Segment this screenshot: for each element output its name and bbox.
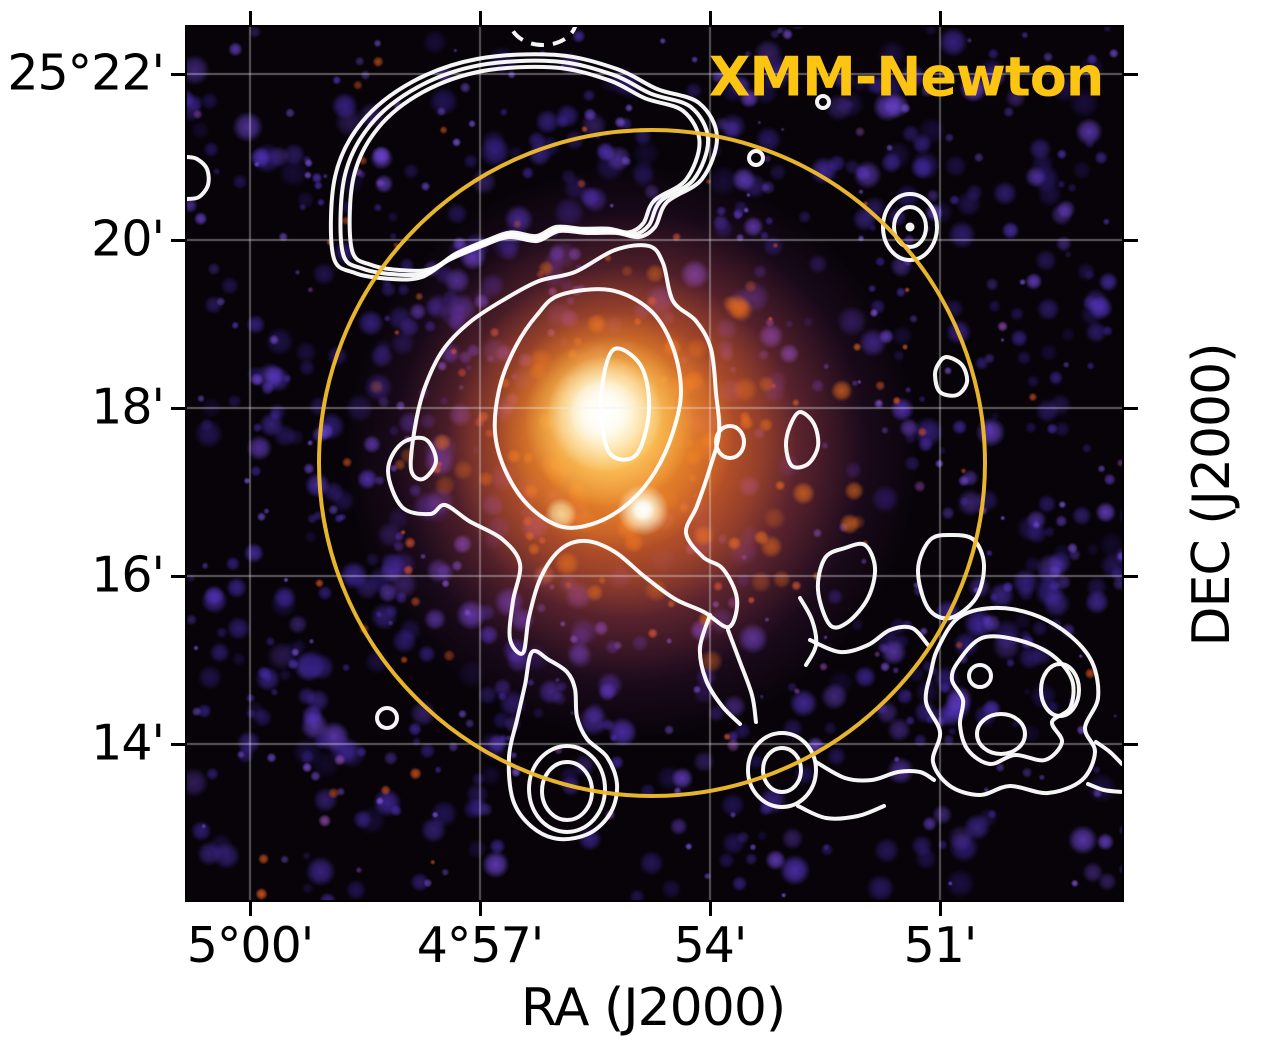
x-tick-label: 4°57' bbox=[416, 917, 544, 974]
contour-central-inner bbox=[598, 346, 652, 462]
contour-arm bbox=[1094, 740, 1122, 766]
contour-blob bbox=[932, 355, 970, 398]
contour-sw-outer bbox=[923, 605, 1101, 797]
tick-mark bbox=[1124, 239, 1138, 242]
xray-image bbox=[187, 27, 1122, 900]
contour-sw-blob bbox=[1039, 662, 1081, 718]
contour-compact-source-inner bbox=[892, 205, 928, 249]
tick-mark bbox=[1124, 743, 1138, 746]
mission-annotation: XMM-Newton bbox=[708, 45, 1105, 109]
contour-point-ring bbox=[375, 706, 399, 730]
contour-compact-source-outer bbox=[881, 192, 939, 262]
tick-mark bbox=[939, 11, 942, 25]
contour-sw-inner bbox=[949, 634, 1076, 767]
contour-relic-outer bbox=[328, 52, 720, 282]
contour-arm bbox=[798, 596, 819, 667]
contour-arm bbox=[808, 624, 930, 655]
tick-mark bbox=[709, 902, 712, 916]
tick-mark bbox=[1124, 575, 1138, 578]
contour-point-ring bbox=[967, 663, 993, 689]
contour-point-ring bbox=[747, 149, 765, 167]
compact-source-core bbox=[905, 222, 915, 232]
contour-dashed-negative bbox=[508, 27, 578, 47]
tick-mark bbox=[249, 11, 252, 25]
x-tick-label: 5°00' bbox=[186, 917, 314, 974]
contour-overlay bbox=[187, 27, 1122, 842]
tick-mark bbox=[171, 743, 185, 746]
contour-arm bbox=[1086, 782, 1122, 794]
contour-sw-finger bbox=[815, 541, 878, 630]
contour-sw-blob bbox=[975, 712, 1027, 756]
contour-relic-inner bbox=[347, 64, 702, 273]
tick-mark bbox=[709, 11, 712, 25]
plot-area bbox=[185, 25, 1124, 902]
x-axis-title: RA (J2000) bbox=[520, 978, 786, 1038]
contour-arm bbox=[726, 628, 758, 724]
tick-mark bbox=[171, 73, 185, 76]
contour-point-ring bbox=[815, 94, 831, 110]
x-tick-label: 51' bbox=[903, 917, 978, 974]
contour-blob bbox=[714, 424, 746, 460]
tick-mark bbox=[249, 902, 252, 916]
tick-mark bbox=[479, 902, 482, 916]
tick-mark bbox=[1124, 407, 1138, 410]
contour-blob bbox=[783, 410, 821, 470]
tick-mark bbox=[171, 407, 185, 410]
aperture-circle bbox=[317, 128, 987, 798]
y-axis-title: DEC (J2000) bbox=[1182, 343, 1242, 647]
y-tick-label: 20' bbox=[91, 210, 165, 268]
y-tick-label: 25°22' bbox=[7, 44, 165, 102]
tick-mark bbox=[939, 902, 942, 916]
tick-mark bbox=[479, 11, 482, 25]
contour-central-outer bbox=[385, 243, 740, 656]
tick-mark bbox=[1124, 73, 1138, 76]
contour-south-ring-outer bbox=[506, 649, 620, 842]
y-tick-label: 16' bbox=[91, 546, 165, 604]
tick-mark bbox=[171, 239, 185, 242]
tick-mark bbox=[171, 575, 185, 578]
contour-sw-ring-outer bbox=[746, 731, 818, 809]
contour-arm bbox=[697, 613, 742, 726]
contour-edge-ring bbox=[187, 155, 211, 201]
contour-sw-ring-inner bbox=[761, 746, 803, 794]
x-tick-label: 54' bbox=[673, 917, 748, 974]
y-tick-label: 14' bbox=[91, 714, 165, 772]
contour-central-mid bbox=[492, 287, 684, 530]
contour-arm bbox=[796, 804, 886, 821]
y-tick-label: 18' bbox=[91, 378, 165, 436]
contour-south-ring-mid bbox=[527, 744, 607, 834]
contour-arm bbox=[814, 760, 936, 783]
